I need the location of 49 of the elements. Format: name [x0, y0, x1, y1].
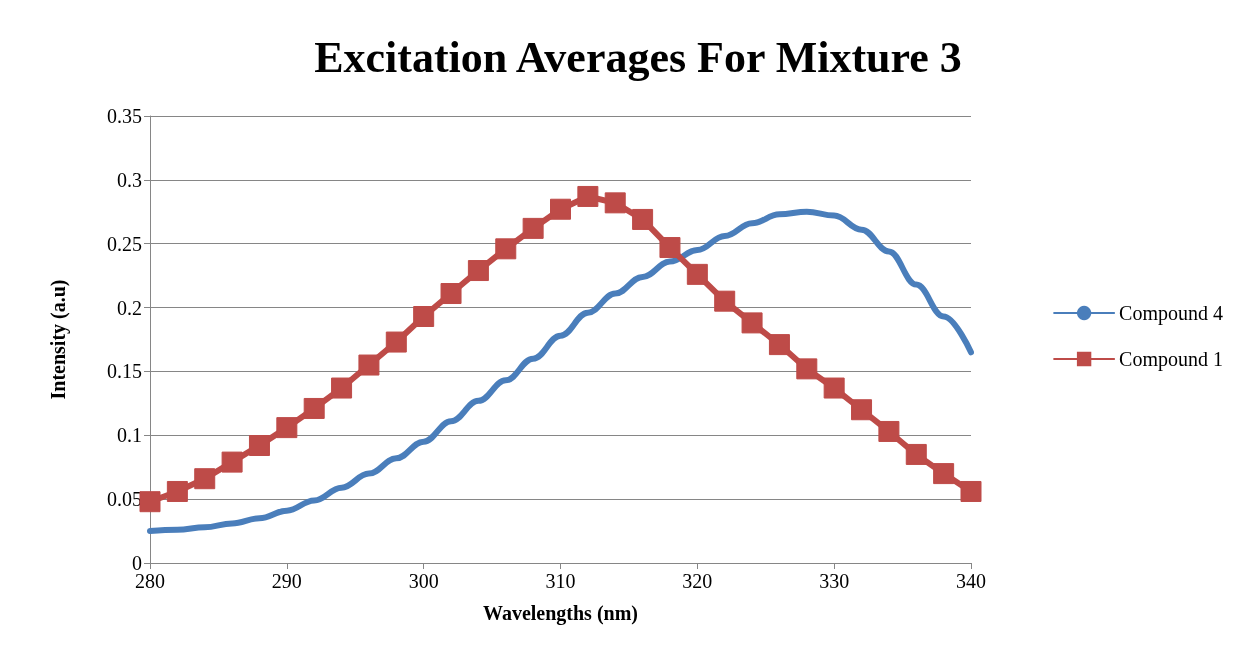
point	[166, 480, 188, 502]
point	[960, 480, 982, 502]
point	[796, 358, 818, 380]
point	[522, 217, 544, 239]
point	[741, 312, 763, 334]
y-tick-label: 0.35	[107, 105, 142, 127]
point	[248, 435, 270, 456]
point	[358, 354, 380, 376]
legend-label: Compound 1	[1119, 348, 1224, 371]
x-axis-title: Wavelengths (nm)	[483, 602, 638, 625]
y-tick-label: 0.15	[107, 360, 142, 383]
point	[331, 377, 353, 399]
point	[878, 420, 900, 442]
chart-title: Excitation Averages For Mixture 3	[314, 32, 962, 82]
x-tick-label: 290	[271, 570, 302, 592]
point	[495, 238, 517, 260]
x-tick-label: 300	[408, 570, 439, 592]
point	[823, 377, 845, 399]
point	[933, 463, 955, 485]
point	[194, 468, 216, 490]
legend-label: Compound 4	[1119, 302, 1224, 325]
point	[686, 263, 708, 285]
point	[276, 417, 298, 439]
x-tick-label: 310	[545, 570, 576, 592]
y-tick-label: 0.05	[107, 488, 142, 511]
point	[905, 443, 927, 465]
point	[632, 208, 654, 230]
y-tick-label: 0.2	[117, 296, 142, 319]
point	[303, 397, 325, 419]
y-tick-label: 0.1	[117, 424, 142, 447]
point	[714, 290, 736, 312]
point	[467, 260, 489, 282]
y-tick-label: 0.25	[107, 232, 142, 255]
x-tick-label: 340	[956, 570, 986, 592]
y-axis-title: Intensity (a.u)	[47, 279, 70, 400]
point	[851, 399, 873, 421]
point	[604, 192, 626, 214]
x-tick-label: 330	[819, 570, 850, 592]
point	[221, 451, 243, 473]
point	[385, 331, 407, 353]
point	[550, 198, 571, 220]
point	[440, 283, 462, 305]
point	[577, 185, 599, 207]
point	[139, 491, 161, 513]
point	[768, 334, 790, 356]
x-tick-label: 320	[682, 570, 713, 592]
point	[413, 306, 435, 328]
y-tick-label: 0.3	[117, 168, 142, 191]
point	[659, 237, 681, 259]
